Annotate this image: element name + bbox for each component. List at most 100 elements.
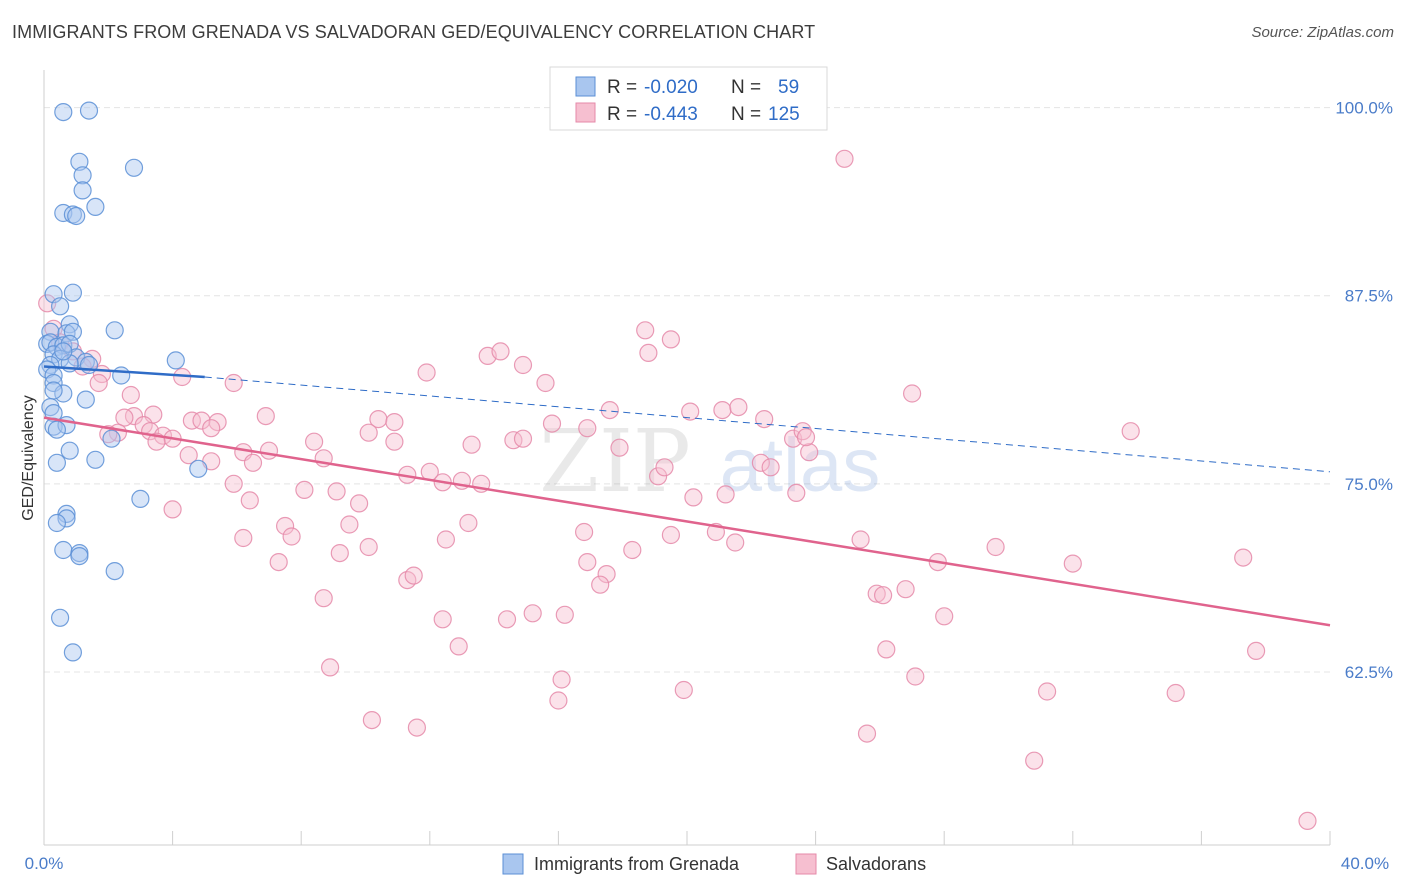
salvadoran-point: [877, 640, 896, 659]
salvadoran-point: [179, 446, 198, 465]
grenada-point: [54, 342, 73, 361]
salvadoran-point: [504, 431, 523, 450]
grenada-point: [57, 504, 76, 524]
salvadoran-point: [340, 515, 359, 534]
grenada-point: [44, 381, 63, 400]
y-tick-label: 100.0%: [1335, 99, 1393, 118]
salvadoran-point: [224, 373, 243, 393]
legend-label-salvadorans: Salvadorans: [826, 854, 926, 874]
salvadoran-point: [639, 343, 658, 362]
legend-swatch-salvadorans: [795, 853, 817, 875]
watermark: ZIP atlas: [539, 412, 880, 512]
grenada-trendline-extension: [204, 376, 1331, 473]
grenada-point: [73, 181, 92, 200]
salvadoran-point: [851, 530, 870, 549]
salvadoran-point: [636, 321, 655, 340]
salvadoran-point: [1037, 682, 1057, 701]
salvadoran-point: [385, 413, 404, 432]
salvadoran-point: [578, 419, 597, 438]
salvadoran-point: [513, 355, 533, 375]
salvadoran-point: [305, 432, 324, 451]
salvadoran-point: [761, 458, 780, 477]
salvadoran-point: [224, 474, 243, 493]
y-tick-labels: 62.5% 75.0% 87.5% 100.0%: [1335, 99, 1393, 682]
salvadoran-point: [661, 330, 681, 349]
gridlines: [44, 107, 1330, 673]
salvadoran-point: [513, 429, 533, 448]
salvadoran-point: [433, 610, 452, 629]
salvadoran-point: [713, 401, 732, 420]
salvadoran-point: [867, 584, 886, 603]
grenada-points: [38, 101, 208, 662]
salvadoran-point: [591, 575, 610, 594]
salvadorans-trendline: [43, 416, 1331, 627]
salvadoran-point: [269, 552, 288, 572]
grenada-point: [47, 513, 67, 533]
salvadoran-point: [902, 384, 922, 403]
salvadoran-point: [350, 494, 369, 513]
salvadoran-point: [359, 423, 378, 442]
salvadoran-point: [552, 670, 571, 689]
salvadoran-point: [1234, 548, 1253, 567]
stats-r-value: -0.443: [644, 104, 698, 125]
grenada-point: [47, 420, 67, 439]
salvadoran-point: [385, 432, 404, 451]
salvadoran-point: [462, 435, 481, 454]
grenada-point: [50, 608, 70, 627]
grenada-point: [124, 158, 144, 177]
y-tick-label: 62.5%: [1345, 663, 1393, 682]
salvadoran-point: [1025, 751, 1044, 770]
salvadoran-point: [1246, 641, 1266, 661]
salvadoran-point: [555, 605, 574, 624]
stats-r-label: R =: [607, 104, 642, 125]
stats-legend: R = -0.020 N = 59 R = -0.443 N = 125: [549, 66, 828, 131]
trendlines: [43, 365, 1331, 627]
salvadoran-point: [407, 718, 426, 737]
salvadoran-point: [1298, 811, 1317, 831]
salvadoran-point: [796, 428, 816, 447]
stats-n-label: N =: [731, 77, 766, 98]
salvadoran-point: [404, 566, 423, 585]
x-ticks: [43, 831, 1331, 845]
grenada-point: [63, 283, 83, 302]
salvadoran-point: [449, 637, 468, 656]
grenada-point: [67, 206, 86, 226]
salvadoran-point: [661, 525, 681, 545]
salvadoran-point: [1166, 683, 1185, 703]
grenada-point: [54, 540, 73, 560]
salvadoran-point: [295, 480, 314, 499]
salvadoran-point: [574, 522, 594, 542]
salvadoran-point: [417, 363, 436, 382]
grenada-trendline: [43, 365, 205, 379]
grenada-point: [189, 459, 208, 478]
salvadoran-point: [623, 540, 642, 560]
salvadoran-point: [800, 443, 819, 462]
y-tick-label: 75.0%: [1345, 475, 1393, 494]
stats-n-value: 59: [778, 77, 799, 98]
salvadoran-point: [243, 453, 263, 472]
salvadoran-point: [873, 586, 893, 605]
salvadoran-point: [259, 441, 279, 460]
salvadoran-point: [600, 401, 619, 420]
salvadoran-point: [597, 564, 616, 584]
grenada-point: [105, 561, 124, 581]
grenada-point: [131, 489, 150, 508]
grenada-point: [86, 197, 105, 216]
salvadoran-point: [459, 513, 478, 533]
salvadoran-point: [1121, 422, 1140, 441]
salvadoran-point: [497, 610, 517, 629]
salvadoran-point: [729, 398, 748, 417]
salvadoran-point: [674, 680, 693, 700]
salvadoran-point: [684, 488, 703, 507]
grenada-point: [60, 441, 79, 460]
grenada-point: [73, 166, 92, 185]
grenada-point: [112, 366, 131, 385]
stats-n-value: 125: [768, 104, 800, 125]
salvadoran-point: [536, 373, 555, 393]
salvadoran-point: [240, 491, 259, 510]
grenada-point: [79, 101, 99, 120]
salvadoran-point: [234, 528, 253, 548]
salvadoran-point: [751, 453, 771, 472]
grenada-point: [70, 546, 89, 566]
salvadoran-point: [276, 516, 295, 536]
